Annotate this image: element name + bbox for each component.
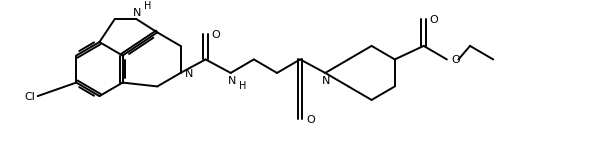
Text: N: N: [133, 8, 142, 18]
Text: N: N: [185, 69, 194, 79]
Text: O: O: [451, 55, 461, 65]
Text: Cl: Cl: [25, 92, 36, 102]
Text: O: O: [306, 115, 315, 125]
Text: H: H: [239, 81, 247, 91]
Text: H: H: [144, 1, 151, 11]
Text: O: O: [429, 15, 438, 25]
Text: N: N: [322, 76, 331, 86]
Text: O: O: [212, 30, 220, 40]
Text: N: N: [228, 76, 236, 86]
